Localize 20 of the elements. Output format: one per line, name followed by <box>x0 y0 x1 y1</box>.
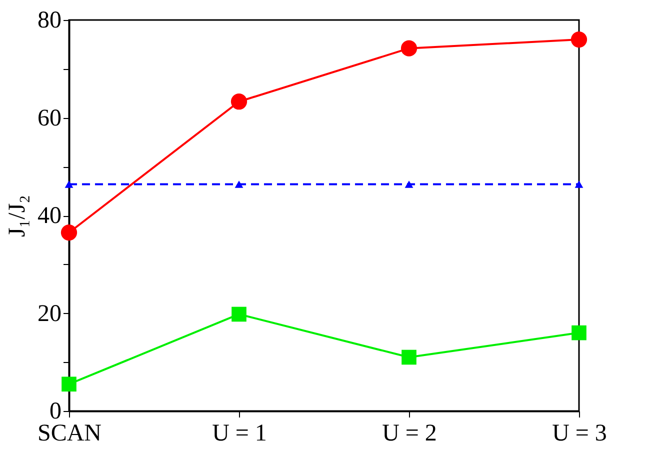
y-axis-title: J₁/J₂ <box>4 194 30 238</box>
point <box>64 180 74 188</box>
point <box>404 180 414 188</box>
x-tick-label: U = 1 <box>212 420 267 446</box>
y-tick-label: 20 <box>38 300 62 327</box>
point <box>62 376 76 392</box>
point <box>574 180 584 188</box>
x-tick-label: U = 2 <box>382 420 437 446</box>
point <box>230 94 248 110</box>
point <box>234 180 244 188</box>
point <box>402 350 416 365</box>
point <box>60 224 78 241</box>
x-tick-label: U = 3 <box>552 420 607 446</box>
y-tick-label: 40 <box>38 203 62 229</box>
y-tick-label: 80 <box>38 8 62 34</box>
y-tick-label: 60 <box>38 105 62 132</box>
point <box>570 32 588 48</box>
point <box>572 325 586 340</box>
point <box>232 306 246 322</box>
point <box>400 40 418 56</box>
